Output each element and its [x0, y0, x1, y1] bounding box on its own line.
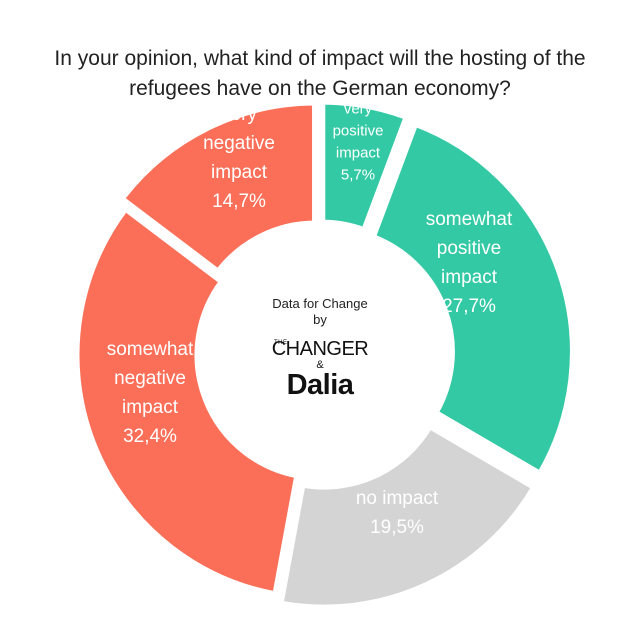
slice-label-1: somewhat positive impact 27,7% [426, 209, 513, 317]
slice-label-1-line-0: somewhat [426, 209, 513, 230]
center-caption-line-1: Data for Change [272, 296, 368, 311]
slice-label-4-line-2: impact [211, 162, 268, 183]
slice-label-4-line-1: negative [203, 133, 275, 154]
slice-label-0-line-1: positive [333, 122, 384, 139]
donut-slice-1 [367, 118, 577, 480]
logo-the-text: THE [274, 340, 288, 346]
slice-label-1-line-2: impact [441, 267, 498, 288]
logo-changer-text: CHANGER [271, 338, 369, 360]
the-changer-dalia-logo: THE CHANGER & Dalia [260, 338, 380, 400]
slice-label-4: very negative impact 14,7% [203, 104, 275, 212]
donut-slice-2 [275, 420, 540, 612]
slice-label-4-line-3: 14,7% [212, 191, 266, 212]
chart-title-line-2: refugees have on the German economy? [129, 77, 511, 100]
center-caption: Data for Change by [230, 296, 410, 328]
slice-label-3-line-2: impact [122, 397, 179, 418]
slice-label-2-line-1: 19,5% [370, 517, 424, 538]
slice-label-1-line-1: positive [437, 238, 501, 259]
chart-title-line-1: In your opinion, what kind of impact wil… [54, 47, 586, 70]
slice-label-0: very positive impact 5,7% [333, 100, 384, 183]
slice-label-3: somewhat negative impact 32,4% [107, 339, 194, 447]
logo-dalia-text: Dalia [286, 369, 354, 401]
donut-slice-4 [115, 98, 320, 278]
slice-label-2-line-0: no impact [356, 488, 439, 509]
donut-hole [200, 235, 440, 475]
slice-label-3-line-0: somewhat [107, 339, 194, 360]
slice-label-0-line-2: impact [336, 144, 381, 161]
slice-label-2: no impact 19,5% [356, 488, 439, 538]
center-caption-line-2: by [313, 312, 327, 327]
slice-label-3-line-3: 32,4% [123, 426, 177, 447]
slice-label-0-line-3: 5,7% [341, 166, 375, 183]
donut-slice-0 [318, 97, 412, 236]
slice-label-1-line-3: 27,7% [442, 296, 496, 317]
slice-label-4-line-0: very [221, 104, 257, 125]
slice-label-3-line-1: negative [114, 368, 186, 389]
logo-ampersand: & [316, 359, 324, 371]
donut-slice-3 [72, 202, 302, 600]
slice-label-0-line-0: very [344, 100, 373, 117]
chart-title: In your opinion, what kind of impact wil… [0, 44, 640, 104]
